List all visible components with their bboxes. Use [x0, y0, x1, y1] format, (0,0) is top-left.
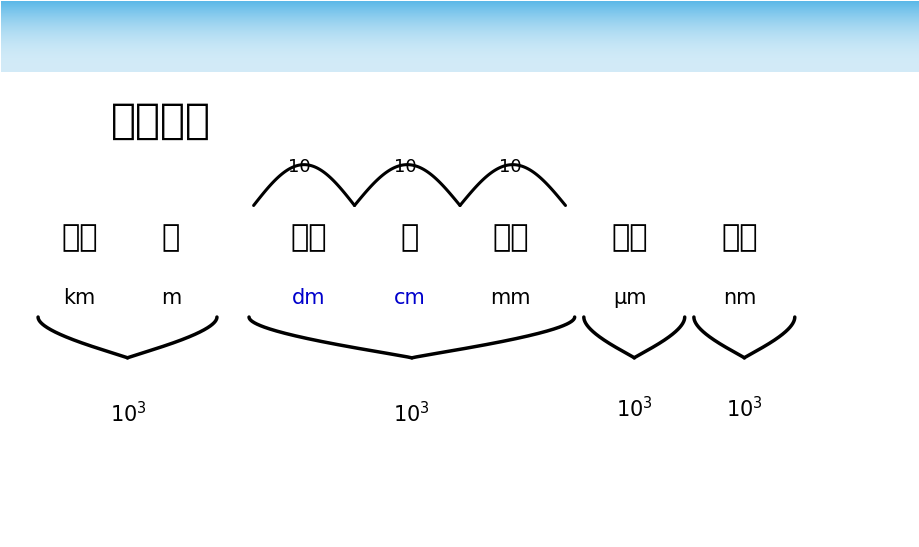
Text: 厘: 厘	[400, 224, 418, 253]
Text: 纳米: 纳米	[720, 224, 757, 253]
Text: m: m	[161, 288, 181, 308]
Text: $10^3$: $10^3$	[615, 396, 652, 421]
Text: 单位换算: 单位换算	[111, 100, 211, 142]
Text: 千米: 千米	[61, 224, 97, 253]
Text: μm: μm	[612, 288, 646, 308]
Text: $10^3$: $10^3$	[392, 401, 429, 427]
Text: nm: nm	[722, 288, 755, 308]
Text: 微米: 微米	[611, 224, 647, 253]
Text: dm: dm	[291, 288, 325, 308]
Text: cm: cm	[393, 288, 425, 308]
Text: km: km	[63, 288, 96, 308]
Text: $10^3$: $10^3$	[725, 396, 762, 421]
Text: 米: 米	[162, 224, 180, 253]
Bar	[2, 2, 917, 72]
Text: 10: 10	[393, 159, 415, 176]
Text: 10: 10	[499, 159, 521, 176]
Text: 10: 10	[288, 159, 311, 176]
Text: mm: mm	[490, 288, 530, 308]
Text: 毫米: 毫米	[492, 224, 528, 253]
Text: $10^3$: $10^3$	[109, 401, 146, 427]
Text: 分米: 分米	[290, 224, 326, 253]
